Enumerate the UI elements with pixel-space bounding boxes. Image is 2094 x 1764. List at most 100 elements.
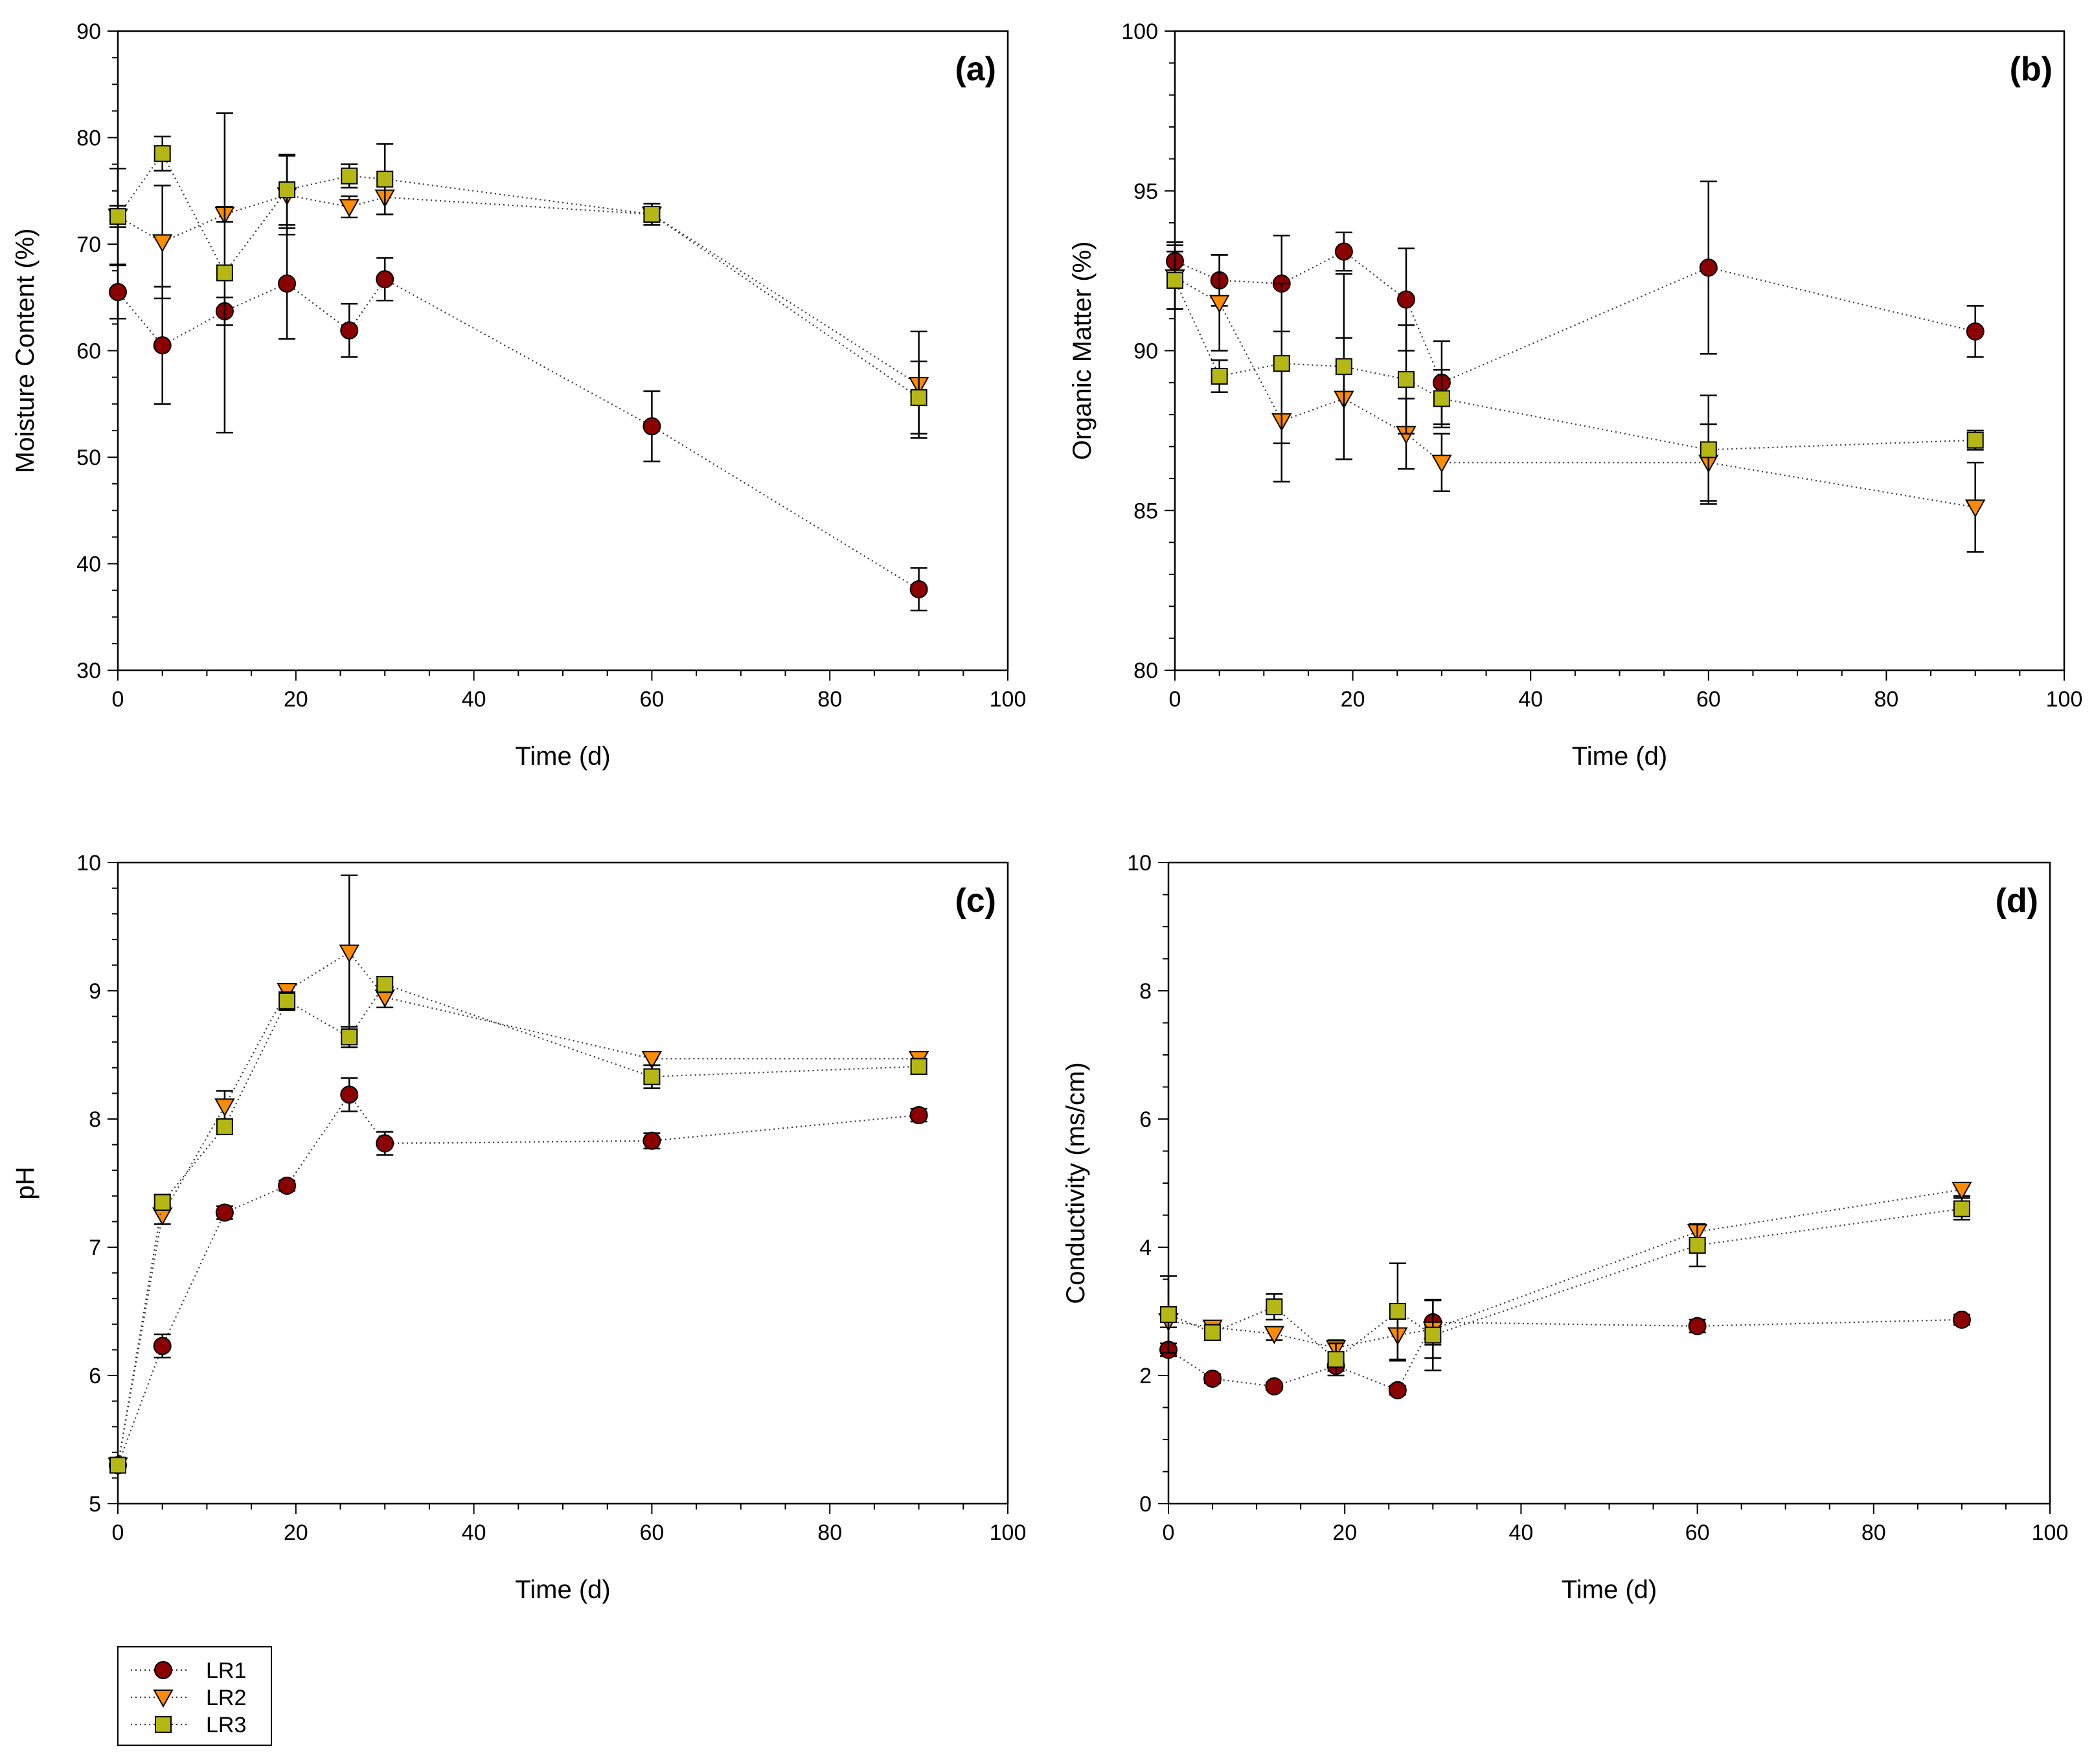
legend-marker bbox=[154, 1661, 172, 1679]
data-point-lr1 bbox=[376, 1134, 394, 1153]
x-axis-title: Time (d) bbox=[515, 742, 610, 771]
data-point-lr3 bbox=[1424, 1326, 1442, 1344]
series-line bbox=[117, 152, 920, 398]
data-point-lr1 bbox=[1334, 242, 1353, 261]
data-point-lr1 bbox=[153, 336, 172, 355]
x-tick-label: 60 bbox=[639, 687, 664, 712]
x-axis-title: Time (d) bbox=[1572, 742, 1667, 771]
series-lr3 bbox=[109, 975, 928, 1474]
series-line bbox=[117, 1093, 919, 1465]
x-tick-label: 40 bbox=[1518, 687, 1543, 712]
chart-panel-a: 0 20 40 60 80 100 30 40 50 60 70 80 90 Time (d) Moistu… bbox=[11, 19, 1026, 771]
panel-label: (a) bbox=[955, 51, 996, 88]
data-point-lr3 bbox=[341, 1028, 358, 1046]
y-tick-label: 8 bbox=[89, 1107, 101, 1132]
data-point-lr3 bbox=[1204, 1324, 1222, 1341]
data-point-lr3 bbox=[1327, 1351, 1345, 1368]
y-axis-title: Organic Matter (%) bbox=[1068, 242, 1097, 460]
data-point-lr2 bbox=[1264, 1326, 1285, 1344]
x-axis-title: Time (d) bbox=[1562, 1576, 1657, 1604]
data-point-lr3 bbox=[643, 205, 661, 223]
data-point-lr2 bbox=[641, 1050, 663, 1069]
data-point-lr1 bbox=[215, 1203, 234, 1222]
y-tick-label: 0 bbox=[1139, 1492, 1152, 1517]
data-point-lr3 bbox=[216, 1118, 233, 1135]
series-line bbox=[1174, 251, 1975, 384]
legend-frame bbox=[117, 1646, 272, 1746]
y-tick-label: 100 bbox=[1121, 19, 1158, 44]
y-tick-label: 7 bbox=[89, 1236, 101, 1260]
panel-label: (b) bbox=[2010, 51, 2053, 88]
data-point-lr1 bbox=[153, 1337, 172, 1355]
x-tick-label: 100 bbox=[2032, 1521, 2069, 1545]
y-tick-label: 95 bbox=[1133, 179, 1158, 204]
y-tick-label: 80 bbox=[76, 126, 101, 151]
data-point-lr3 bbox=[279, 181, 296, 199]
plot-frame bbox=[117, 30, 1009, 672]
data-point-lr3 bbox=[1966, 431, 1984, 449]
data-point-lr3 bbox=[154, 1193, 171, 1211]
y-axis-title: Moisture Content (%) bbox=[11, 229, 40, 473]
y-tick-label: 90 bbox=[1133, 339, 1158, 364]
legend-label: LR3 bbox=[206, 1713, 246, 1737]
data-point-lr1 bbox=[1388, 1381, 1407, 1399]
series-lr2 bbox=[108, 874, 929, 1476]
x-tick-label: 60 bbox=[639, 1521, 664, 1545]
data-point-lr1 bbox=[1699, 258, 1718, 277]
y-tick-label: 85 bbox=[1133, 499, 1158, 523]
x-tick-label: 80 bbox=[817, 687, 842, 712]
x-tick-label: 0 bbox=[112, 1521, 124, 1545]
x-tick-label: 80 bbox=[1874, 687, 1898, 712]
y-axis-title: pH bbox=[11, 1166, 40, 1199]
data-point-lr3 bbox=[1700, 441, 1717, 458]
x-tick-label: 40 bbox=[462, 1521, 486, 1545]
plot-frame bbox=[1167, 861, 2051, 1505]
data-point-lr3 bbox=[643, 1068, 661, 1085]
series-lr3 bbox=[1166, 251, 1984, 505]
data-point-lr3 bbox=[216, 264, 233, 282]
legend-marker bbox=[155, 1716, 172, 1733]
y-tick-label: 9 bbox=[89, 979, 101, 1004]
x-tick-label: 80 bbox=[817, 1521, 842, 1545]
legend-item-lr1: LR1 bbox=[131, 1658, 246, 1683]
data-point-lr3 bbox=[154, 145, 171, 163]
legend-box: LR1 LR2 LR3 bbox=[117, 1646, 272, 1746]
x-tick-label: 40 bbox=[462, 687, 486, 712]
y-tick-label: 6 bbox=[1139, 1107, 1152, 1132]
y-tick-label: 10 bbox=[76, 851, 101, 876]
legend-item-lr3: LR3 bbox=[131, 1713, 246, 1737]
series-line bbox=[1174, 277, 1975, 508]
y-tick-label: 2 bbox=[1139, 1364, 1152, 1388]
data-point-lr1 bbox=[1952, 1310, 1971, 1329]
x-tick-label: 100 bbox=[2046, 687, 2083, 712]
y-tick-label: 5 bbox=[89, 1492, 101, 1517]
data-point-lr2 bbox=[214, 1098, 235, 1117]
data-point-lr1 bbox=[909, 1106, 928, 1125]
data-point-lr2 bbox=[339, 944, 359, 963]
y-tick-label: 90 bbox=[76, 19, 101, 44]
x-tick-label: 20 bbox=[1341, 687, 1365, 712]
data-point-lr3 bbox=[376, 170, 394, 188]
legend-marker bbox=[153, 1690, 174, 1708]
series-line bbox=[117, 983, 919, 1465]
legend-item-lr2: LR2 bbox=[131, 1686, 246, 1710]
y-tick-label: 70 bbox=[76, 232, 101, 257]
series-line bbox=[117, 194, 920, 386]
data-point-lr1 bbox=[1966, 322, 1985, 341]
data-point-lr1 bbox=[643, 417, 661, 436]
data-point-lr3 bbox=[1166, 271, 1183, 289]
chart-panel-d: 0 20 40 60 80 100 0 2 4 6 8 10 Time (d) Conductivity … bbox=[1062, 851, 2068, 1604]
y-tick-label: 8 bbox=[1139, 979, 1152, 1004]
x-tick-label: 0 bbox=[1163, 1521, 1175, 1545]
x-tick-label: 0 bbox=[112, 687, 124, 712]
series-line bbox=[1174, 280, 1975, 451]
data-point-lr3 bbox=[109, 1456, 126, 1474]
data-point-lr1 bbox=[1396, 290, 1415, 309]
series-line bbox=[117, 278, 920, 590]
data-point-lr2 bbox=[1209, 295, 1230, 313]
y-tick-label: 4 bbox=[1139, 1236, 1152, 1260]
data-point-lr2 bbox=[152, 234, 173, 253]
data-point-lr1 bbox=[340, 321, 359, 340]
